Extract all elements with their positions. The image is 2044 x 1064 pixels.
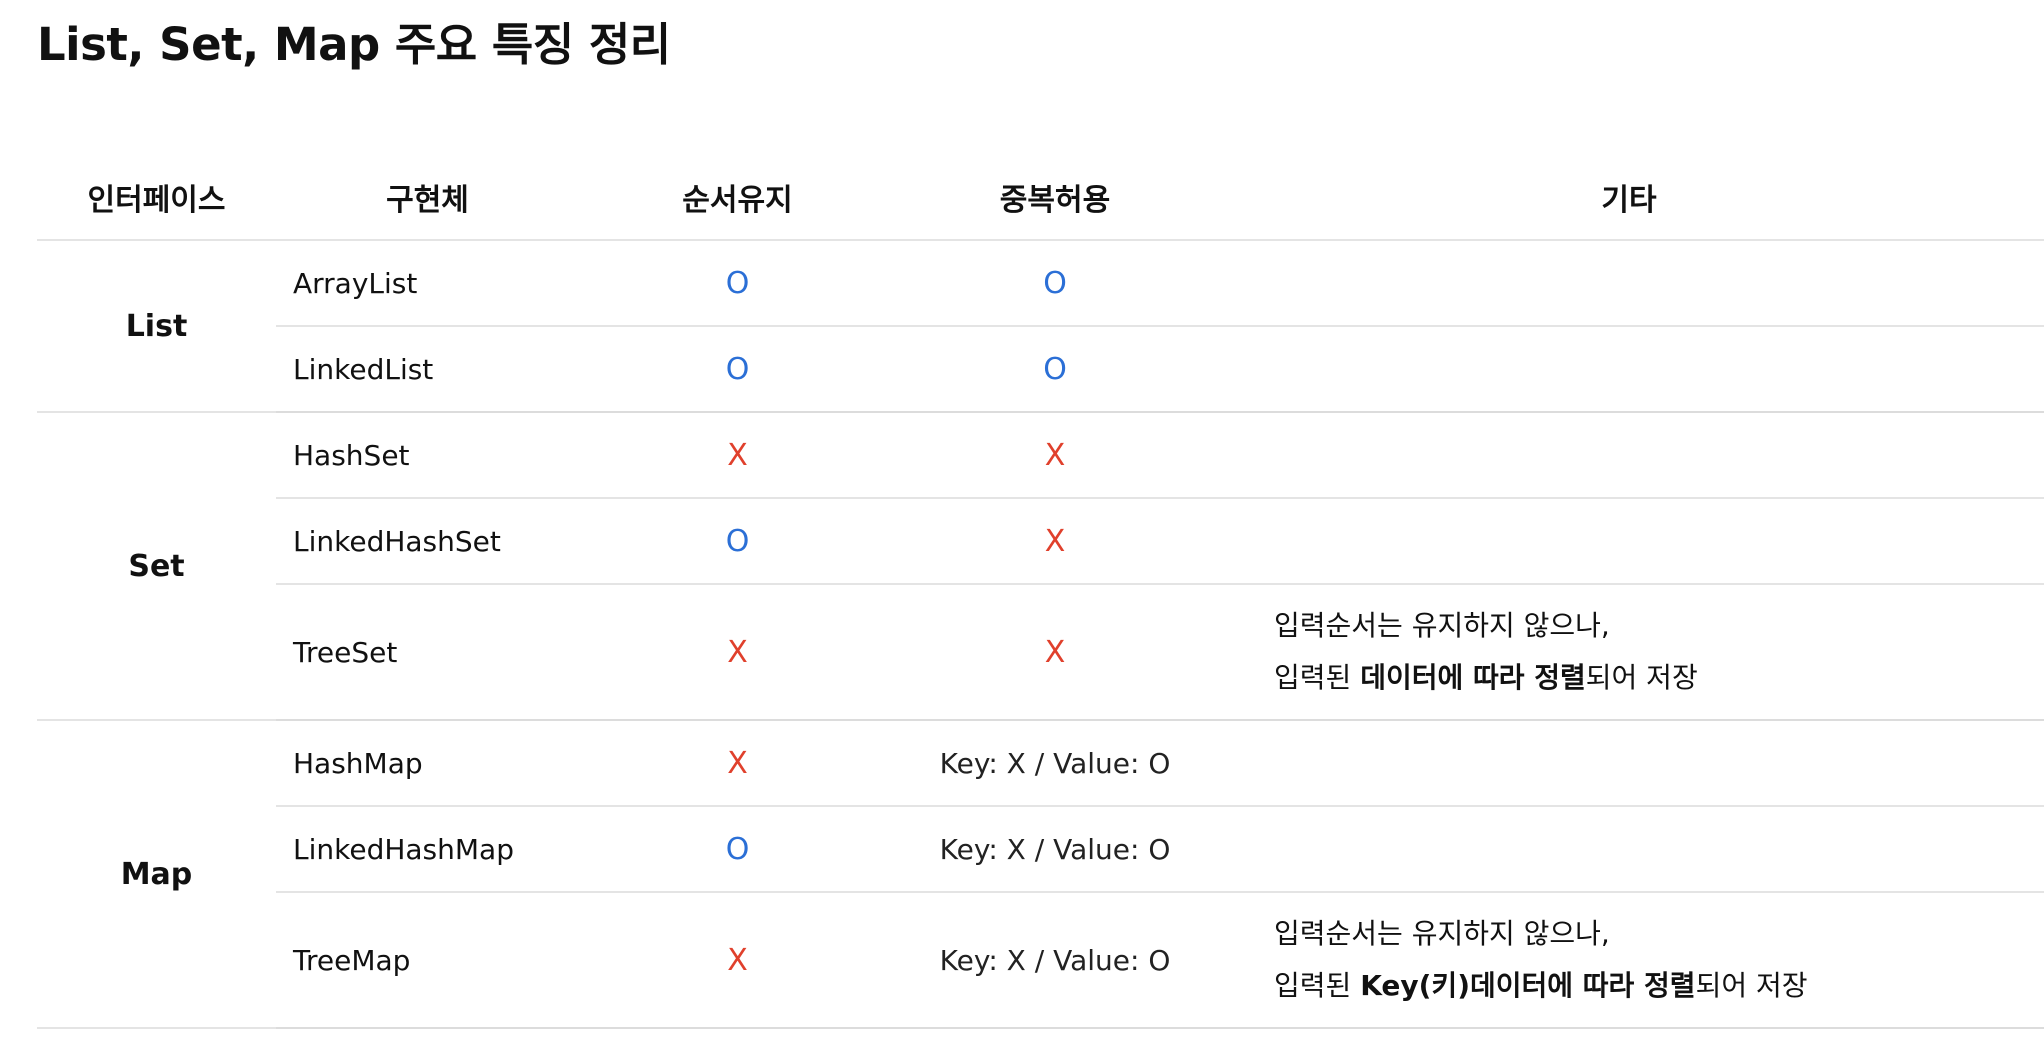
impl-name: LinkedHashMap: [276, 806, 579, 893]
etc-cell: [1214, 498, 2044, 585]
note-line-1: 입력순서는 유지하지 않으나,: [1274, 917, 1610, 950]
impl-name: HashSet: [276, 412, 579, 499]
interface-map: Map: [37, 720, 276, 1029]
header-duplicates: 중복허용: [896, 155, 1214, 241]
order-value: O: [579, 806, 896, 893]
interface-list: List: [37, 240, 276, 413]
note-suffix: 되어 저장: [1585, 661, 1698, 694]
note-suffix: 되어 저장: [1695, 969, 1808, 1002]
order-value: X: [579, 720, 896, 807]
duplicate-value: O: [896, 326, 1214, 413]
order-value: X: [579, 412, 896, 499]
impl-name: ArrayList: [276, 240, 579, 327]
table-row: LinkedList O O: [37, 326, 2044, 413]
duplicate-value: X: [896, 584, 1214, 721]
duplicate-value: X: [896, 498, 1214, 585]
table-header-row: 인터페이스 구현체 순서유지 중복허용 기타: [37, 155, 2044, 241]
table-row: TreeSet X X 입력순서는 유지하지 않으나, 입력된 데이터에 따라 정…: [37, 584, 2044, 721]
header-interface: 인터페이스: [37, 155, 276, 241]
interface-set: Set: [37, 412, 276, 721]
header-implementation: 구현체: [276, 155, 579, 241]
note-bold: 데이터에 따라 정렬: [1360, 661, 1586, 694]
order-value: X: [579, 892, 896, 1029]
table-row: Map HashMap X Key: X / Value: O: [37, 720, 2044, 1029]
table-row: TreeMap X Key: X / Value: O 입력순서는 유지하지 않…: [37, 892, 2044, 1029]
impl-name: TreeSet: [276, 584, 579, 721]
etc-cell: [1214, 240, 2044, 327]
note-prefix: 입력된: [1274, 969, 1361, 1002]
header-etc: 기타: [1214, 155, 2044, 241]
note-line-1: 입력순서는 유지하지 않으나,: [1274, 609, 1610, 642]
etc-note: 입력순서는 유지하지 않으나, 입력된 데이터에 따라 정렬되어 저장: [1214, 584, 2044, 721]
duplicate-value: O: [896, 240, 1214, 327]
etc-note: 입력순서는 유지하지 않으나, 입력된 Key(키)데이터에 따라 정렬되어 저장: [1214, 892, 2044, 1029]
impl-name: HashMap: [276, 720, 579, 807]
order-value: O: [579, 240, 896, 327]
collection-summary-table: 인터페이스 구현체 순서유지 중복허용 기타 List ArrayList O …: [37, 155, 2044, 1029]
duplicate-value: X: [896, 412, 1214, 499]
impl-name: TreeMap: [276, 892, 579, 1029]
etc-cell: [1214, 326, 2044, 413]
impl-name: LinkedHashSet: [276, 498, 579, 585]
order-value: O: [579, 326, 896, 413]
etc-cell: [1214, 720, 2044, 807]
table-row: Set HashSet X X: [37, 412, 2044, 721]
etc-cell: [1214, 412, 2044, 499]
note-prefix: 입력된: [1274, 661, 1361, 694]
note-bold: Key(키)데이터에 따라 정렬: [1360, 969, 1696, 1002]
impl-name: LinkedList: [276, 326, 579, 413]
duplicate-value: Key: X / Value: O: [896, 806, 1214, 893]
order-value: O: [579, 498, 896, 585]
table-row: LinkedHashMap O Key: X / Value: O: [37, 806, 2044, 893]
header-order: 순서유지: [579, 155, 896, 241]
table-row: List ArrayList O O: [37, 240, 2044, 413]
duplicate-value: Key: X / Value: O: [896, 720, 1214, 807]
table-row: LinkedHashSet O X: [37, 498, 2044, 585]
duplicate-value: Key: X / Value: O: [896, 892, 1214, 1029]
page-title: List, Set, Map 주요 특징 정리: [37, 18, 671, 71]
order-value: X: [579, 584, 896, 721]
etc-cell: [1214, 806, 2044, 893]
